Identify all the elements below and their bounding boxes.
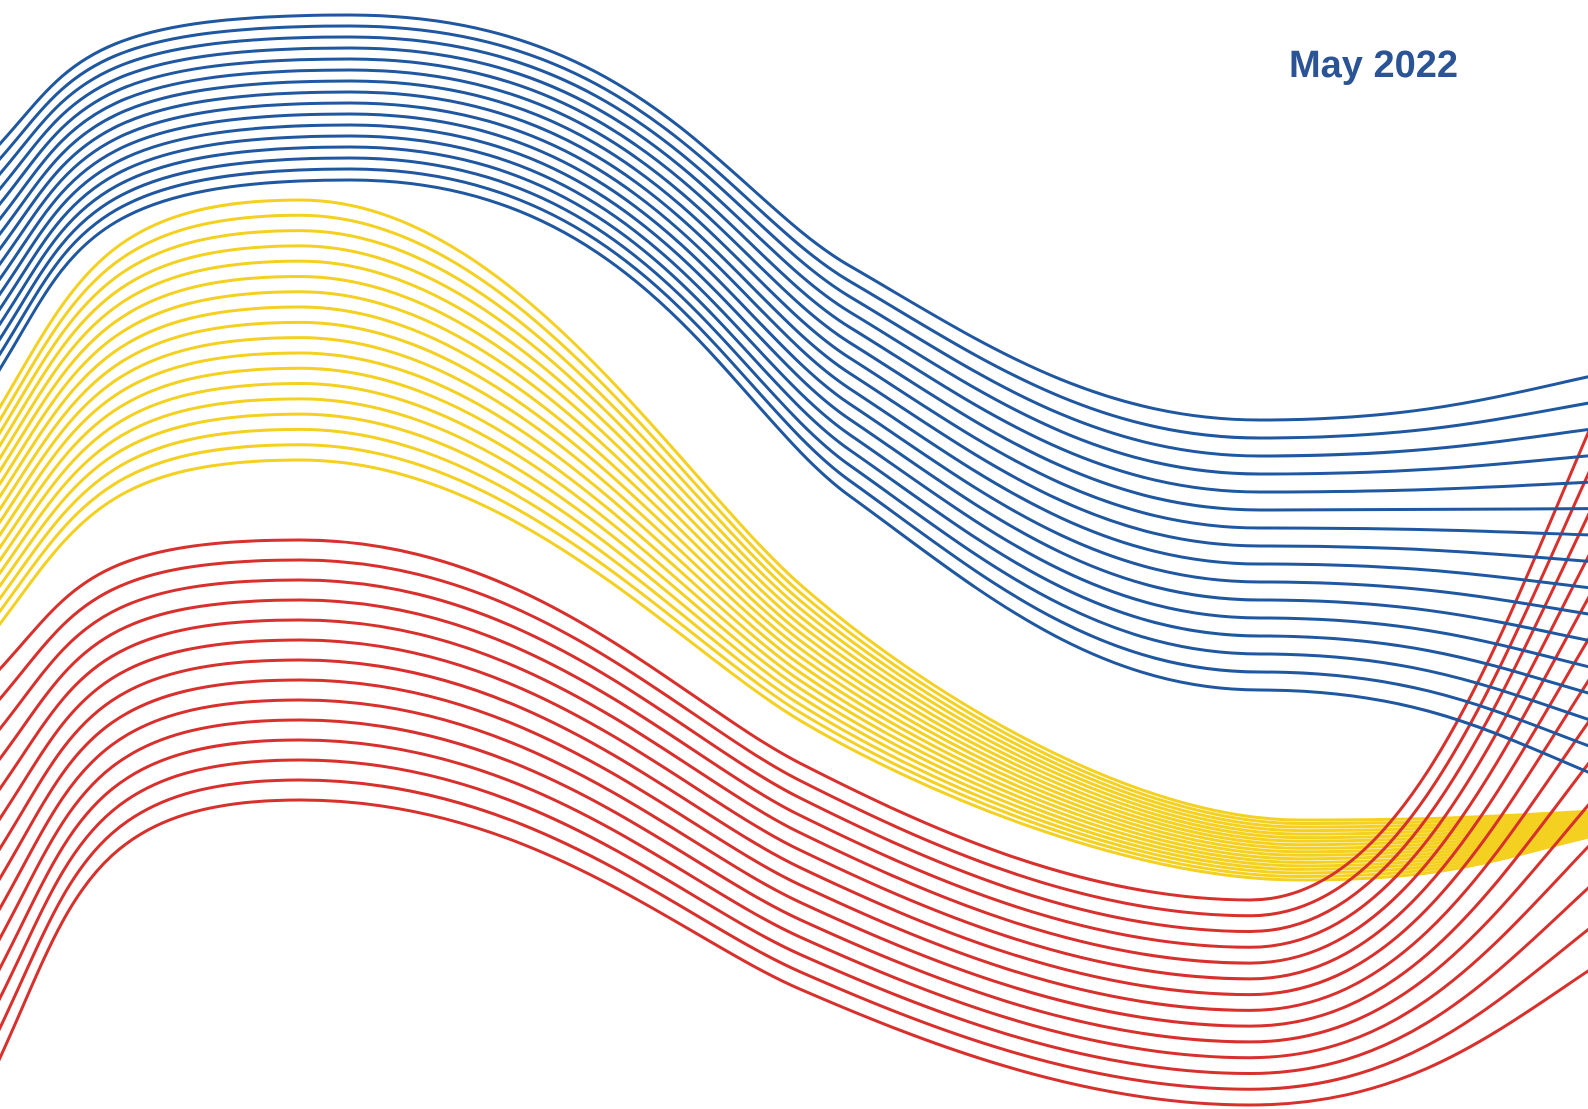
blue-wave-band — [0, 13, 1588, 774]
red-band-line — [0, 678, 1588, 1012]
blue-band-line — [0, 24, 1588, 440]
red-band-line — [0, 512, 1588, 934]
publication-date: May 2022 — [1288, 44, 1458, 86]
red-band-line — [0, 778, 1588, 1091]
red-band-line — [0, 595, 1588, 965]
red-band-line — [0, 470, 1588, 918]
blue-band-line — [0, 79, 1588, 537]
blue-band-line — [0, 112, 1588, 616]
blue-band-line — [0, 156, 1588, 721]
blue-band-line — [0, 123, 1588, 642]
red-wave-band — [0, 429, 1588, 1107]
yellow-band-line — [0, 397, 1588, 868]
yellow-band-line — [0, 458, 1588, 882]
blue-band-line — [0, 46, 1588, 476]
blue-band-line — [0, 13, 1588, 422]
red-band-line — [0, 429, 1588, 902]
yellow-band-line — [0, 351, 1588, 857]
yellow-band-line — [0, 198, 1588, 822]
blue-band-line — [0, 57, 1588, 494]
yellow-wave-band — [0, 198, 1588, 882]
yellow-band-line — [0, 213, 1588, 826]
red-band-line — [0, 758, 1588, 1075]
blue-band-line — [0, 178, 1588, 774]
yellow-band-line — [0, 366, 1588, 861]
yellow-band-line — [0, 274, 1588, 840]
blue-band-line — [0, 35, 1588, 458]
blue-band-line — [0, 68, 1588, 512]
yellow-band-line — [0, 244, 1588, 833]
blue-band-line — [0, 145, 1588, 695]
blue-band-line — [0, 90, 1588, 563]
red-band-line — [0, 798, 1588, 1107]
red-band-line — [0, 718, 1588, 1044]
red-band-line — [0, 553, 1588, 949]
red-band-line — [0, 658, 1588, 997]
yellow-band-line — [0, 382, 1588, 864]
blue-band-line — [0, 101, 1588, 590]
yellow-band-line — [0, 427, 1588, 875]
red-band-line — [0, 636, 1588, 981]
yellow-band-line — [0, 259, 1588, 836]
yellow-band-line — [0, 443, 1588, 878]
yellow-band-line — [0, 229, 1588, 829]
blue-band-line — [0, 134, 1588, 669]
red-band-line — [0, 738, 1588, 1060]
red-band-line — [0, 698, 1588, 1028]
blue-band-line — [0, 167, 1588, 748]
yellow-band-line — [0, 305, 1588, 847]
yellow-band-line — [0, 290, 1588, 843]
